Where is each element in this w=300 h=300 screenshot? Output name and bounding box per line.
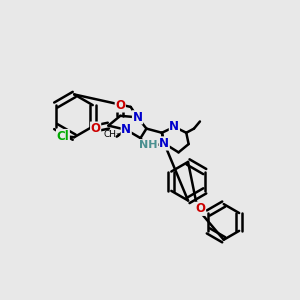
Text: N: N — [169, 120, 179, 133]
Text: N: N — [121, 123, 131, 136]
Text: NH: NH — [139, 140, 158, 150]
Text: O: O — [91, 122, 100, 135]
Text: O: O — [196, 202, 206, 215]
Text: O: O — [115, 99, 125, 112]
Text: N: N — [159, 137, 169, 150]
Text: CH₃: CH₃ — [103, 130, 120, 139]
Text: Cl: Cl — [56, 130, 69, 142]
Text: N: N — [133, 111, 142, 124]
